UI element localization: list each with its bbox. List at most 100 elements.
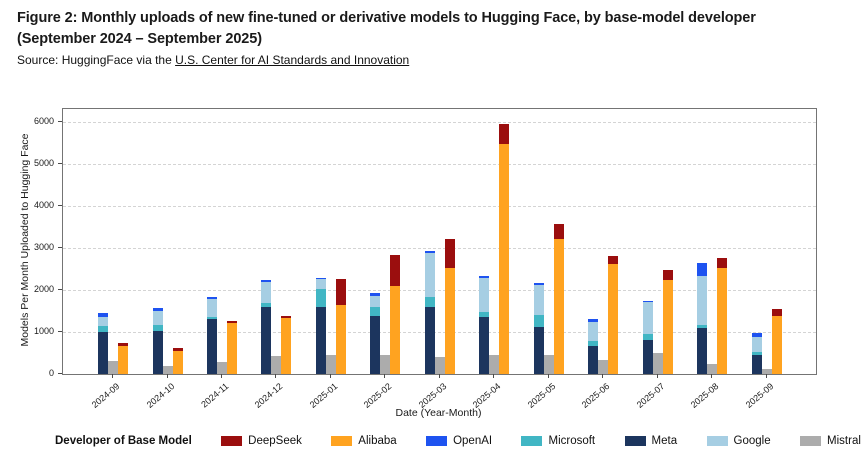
bar-deepseek-2025-09 bbox=[771, 309, 782, 316]
legend-item-google: Google bbox=[706, 435, 771, 447]
bar-microsoft-2025-02 bbox=[370, 306, 381, 317]
bar-alibaba-2025-09 bbox=[771, 315, 782, 374]
bar-mistral-2025-02 bbox=[380, 355, 391, 374]
legend-title: Developer of Base Model bbox=[55, 435, 192, 447]
bar-mistral-2024-10 bbox=[162, 365, 173, 374]
x-tick-label-2025-03: 2025-03 bbox=[416, 381, 449, 410]
bar-microsoft-2025-04 bbox=[479, 312, 490, 317]
x-tick-label-2025-05: 2025-05 bbox=[525, 381, 558, 410]
bar-meta-2024-09 bbox=[98, 331, 108, 374]
chart-legend: Developer of Base Model DeepSeek Alibaba O… bbox=[55, 431, 861, 451]
bar-microsoft-2024-11 bbox=[206, 316, 217, 319]
bar-google-2024-10 bbox=[152, 310, 163, 325]
y-tick-mark bbox=[58, 120, 62, 122]
x-tick-label-2025-06: 2025-06 bbox=[579, 381, 612, 410]
legend-label-alibaba: Alibaba bbox=[358, 435, 397, 447]
bar-openai-2024-10 bbox=[152, 308, 163, 311]
y-tick-label: 3000 bbox=[33, 241, 54, 252]
x-tick-label-2025-07: 2025-07 bbox=[634, 381, 667, 410]
bar-alibaba-2024-11 bbox=[226, 323, 237, 374]
bar-alibaba-2024-10 bbox=[172, 350, 183, 374]
bar-mistral-2025-06 bbox=[598, 360, 609, 374]
x-tick-mark bbox=[602, 374, 604, 378]
source-text: Source: HuggingFace via the bbox=[17, 53, 176, 67]
bar-mistral-2024-12 bbox=[271, 356, 282, 374]
legend-swatch-microsoft bbox=[521, 436, 543, 446]
x-tick-label-2025-02: 2025-02 bbox=[361, 381, 394, 410]
bar-google-2025-09 bbox=[751, 336, 762, 352]
bar-mistral-2025-04 bbox=[489, 354, 500, 374]
legend-item-alibaba: Alibaba bbox=[331, 435, 397, 447]
x-tick-label-2024-09: 2024-09 bbox=[89, 381, 122, 410]
x-tick-mark bbox=[547, 374, 549, 378]
bar-alibaba-2024-09 bbox=[118, 345, 128, 374]
legend-label-google: Google bbox=[733, 435, 771, 447]
bar-openai-2025-02 bbox=[370, 293, 381, 296]
y-tick-mark bbox=[58, 204, 62, 206]
legend-swatch-deepseek bbox=[221, 436, 243, 446]
figure-title-line2: (September 2024 – September 2025) bbox=[17, 31, 262, 47]
x-tick-label-2024-10: 2024-10 bbox=[144, 381, 176, 410]
figure-header: Figure 2: Monthly uploads of new fine-tu… bbox=[17, 8, 862, 67]
bar-meta-2025-04 bbox=[479, 316, 490, 374]
bar-openai-2025-06 bbox=[588, 318, 599, 322]
x-tick-mark bbox=[329, 374, 331, 378]
bar-openai-2024-09 bbox=[98, 313, 108, 318]
bar-google-2024-09 bbox=[98, 317, 108, 327]
y-tick-label: 1000 bbox=[33, 325, 54, 336]
bar-meta-2025-03 bbox=[424, 306, 435, 374]
legend-label-mistral: Mistral bbox=[827, 435, 861, 447]
y-tick-mark bbox=[58, 373, 62, 374]
x-axis-title: Date (Year-Month) bbox=[395, 407, 482, 419]
y-tick-label: 2000 bbox=[33, 283, 54, 294]
bar-microsoft-2025-03 bbox=[424, 296, 435, 307]
bar-alibaba-2025-04 bbox=[499, 143, 510, 374]
bar-meta-2025-09 bbox=[751, 355, 762, 374]
x-tick-label-2024-11: 2024-11 bbox=[199, 381, 231, 410]
bar-alibaba-2025-02 bbox=[390, 285, 401, 374]
legend-swatch-openai bbox=[426, 436, 448, 446]
bar-deepseek-2025-01 bbox=[335, 278, 346, 306]
bar-meta-2024-10 bbox=[152, 330, 163, 374]
gridline-4000 bbox=[63, 205, 816, 207]
bar-alibaba-2024-12 bbox=[281, 318, 292, 374]
bar-alibaba-2025-03 bbox=[444, 268, 455, 374]
legend-label-meta: Meta bbox=[651, 435, 678, 447]
bar-openai-2025-03 bbox=[424, 250, 435, 254]
legend-item-mistral: Mistral bbox=[800, 435, 861, 447]
bar-deepseek-2024-09 bbox=[118, 343, 128, 346]
source-link[interactable]: U.S. Center for AI Standards and Innovat… bbox=[175, 53, 410, 67]
figure-title-line1: Figure 2: Monthly uploads of new fine-tu… bbox=[17, 10, 756, 26]
bar-openai-2025-07 bbox=[642, 300, 653, 302]
bar-mistral-2025-03 bbox=[434, 356, 445, 374]
bar-meta-2025-02 bbox=[370, 316, 381, 374]
legend-swatch-meta bbox=[624, 436, 646, 446]
bar-meta-2024-12 bbox=[261, 306, 272, 374]
x-tick-label-2025-08: 2025-08 bbox=[688, 381, 721, 410]
gridline-5000 bbox=[63, 163, 816, 165]
y-tick-mark bbox=[58, 246, 62, 248]
bar-mistral-2024-09 bbox=[108, 360, 118, 374]
bar-deepseek-2025-07 bbox=[662, 270, 673, 281]
bar-deepseek-2025-02 bbox=[390, 254, 401, 286]
bar-meta-2024-11 bbox=[206, 318, 217, 374]
bar-google-2024-11 bbox=[206, 299, 217, 317]
bar-meta-2025-08 bbox=[697, 327, 708, 374]
bar-mistral-2024-11 bbox=[216, 361, 227, 374]
x-tick-mark bbox=[166, 374, 168, 378]
bar-microsoft-2025-06 bbox=[588, 340, 599, 347]
bar-openai-2024-12 bbox=[261, 280, 272, 283]
bar-microsoft-2025-05 bbox=[533, 315, 544, 327]
bar-openai-2025-04 bbox=[479, 275, 490, 278]
gridline-1000 bbox=[63, 331, 816, 333]
bar-deepseek-2025-04 bbox=[499, 123, 510, 144]
x-tick-label-2025-04: 2025-04 bbox=[470, 381, 503, 410]
bar-google-2025-02 bbox=[370, 295, 381, 307]
bar-microsoft-2024-09 bbox=[98, 326, 108, 332]
bar-mistral-2025-09 bbox=[761, 368, 772, 374]
y-tick-mark bbox=[58, 330, 62, 332]
bar-deepseek-2024-11 bbox=[226, 321, 237, 324]
legend-swatch-alibaba bbox=[331, 436, 353, 446]
bar-openai-2025-01 bbox=[315, 278, 326, 280]
bar-deepseek-2025-03 bbox=[444, 238, 455, 268]
